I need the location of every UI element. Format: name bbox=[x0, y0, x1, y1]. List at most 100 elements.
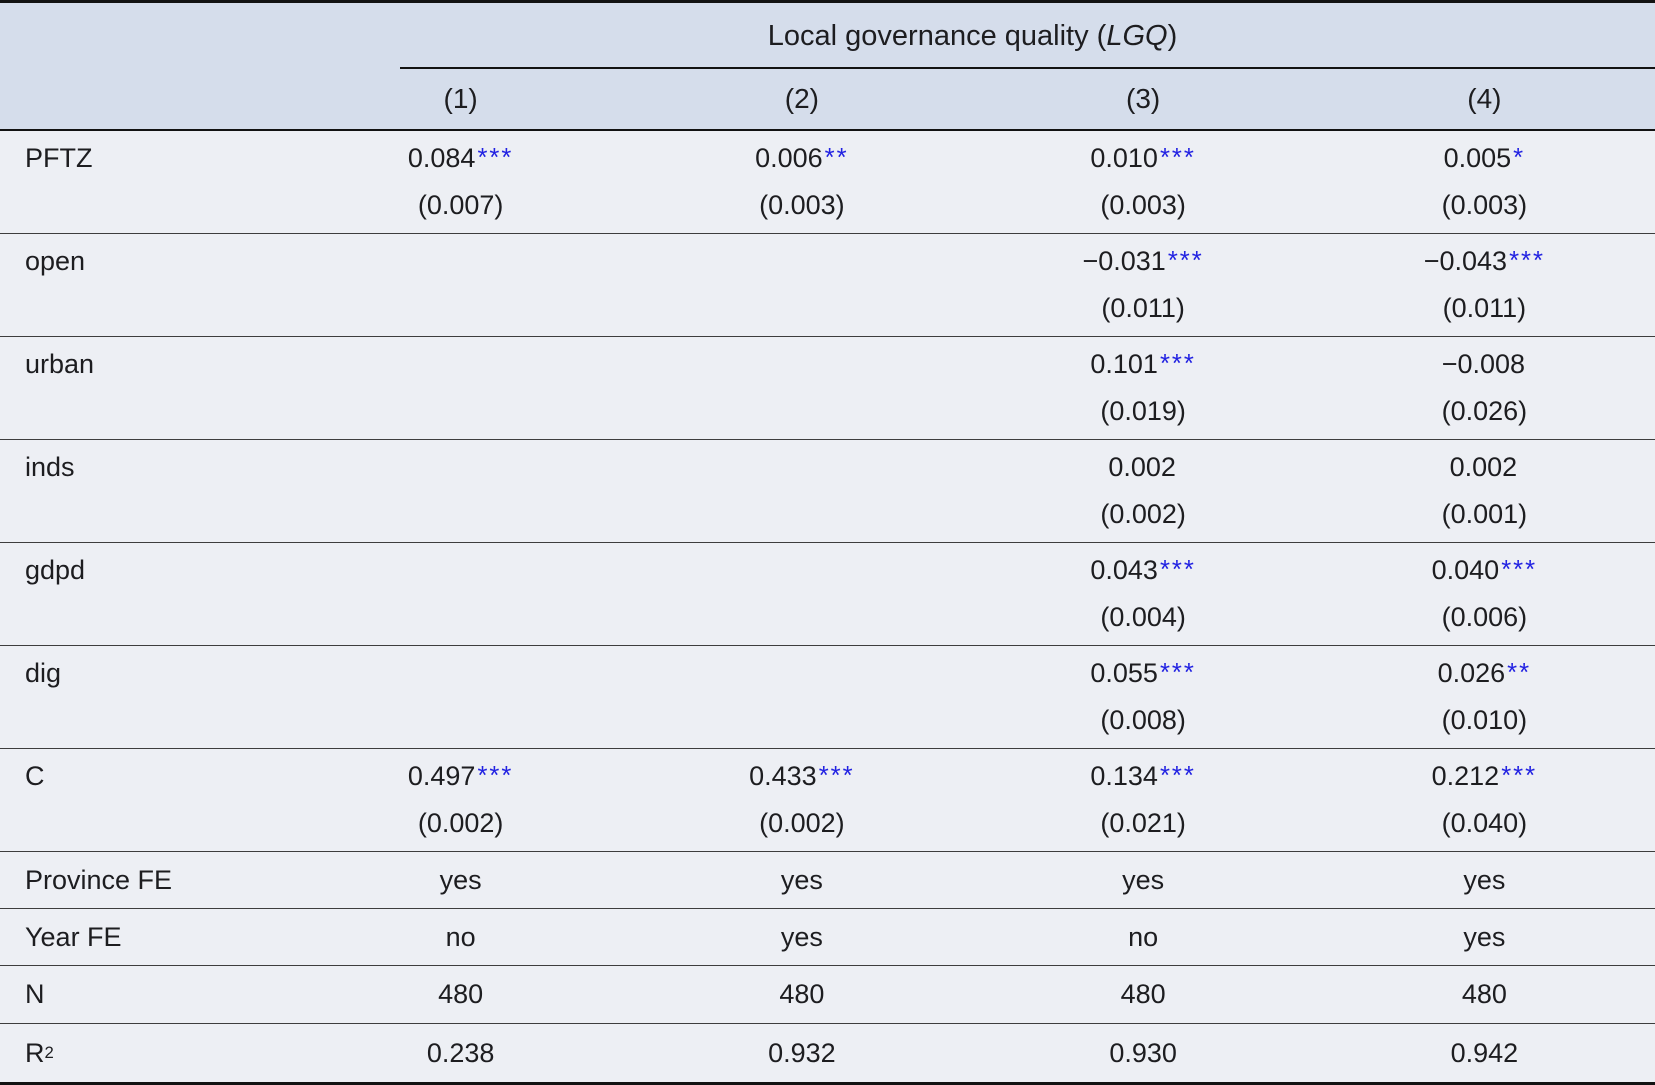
spanner-row: Local governance quality (LGQ) bbox=[0, 3, 1655, 69]
std-error bbox=[290, 494, 631, 540]
coef-cell: 0.433 *** (0.002) bbox=[631, 749, 972, 851]
coef-cell: 0.010 *** (0.003) bbox=[973, 131, 1314, 233]
std-error: (0.040) bbox=[1441, 808, 1528, 838]
spanner-title-italic: LGQ bbox=[1106, 19, 1168, 52]
coef-value: 0.055 bbox=[1090, 657, 1158, 688]
std-error bbox=[290, 700, 631, 746]
row-label: open bbox=[25, 245, 86, 276]
coef-value: 0.134 bbox=[1090, 760, 1158, 791]
significance-stars: *** bbox=[477, 761, 514, 790]
coef-value: 0.006 bbox=[755, 142, 823, 173]
coef-cell: 0.134 *** (0.021) bbox=[973, 749, 1314, 851]
coef-value: −0.031 bbox=[1082, 245, 1166, 276]
std-error bbox=[631, 391, 972, 437]
spanner-title: Local governance quality (LGQ) bbox=[290, 3, 1655, 69]
std-error bbox=[631, 494, 972, 540]
info-cell: yes bbox=[780, 864, 823, 895]
row-label-text: R bbox=[25, 1037, 45, 1068]
table-row-dig: dig 0.055 *** (0.008) 0.026 ** (0.010) bbox=[0, 646, 1655, 749]
significance-stars: *** bbox=[1159, 658, 1196, 687]
std-error: (0.003) bbox=[1100, 190, 1186, 220]
info-cell: 0.238 bbox=[426, 1037, 495, 1068]
std-error: (0.003) bbox=[759, 190, 845, 220]
row-label: dig bbox=[25, 657, 62, 688]
coef-value: 0.002 bbox=[1449, 451, 1518, 482]
significance-stars: *** bbox=[1159, 349, 1196, 378]
coef-cell: 0.002 (0.002) bbox=[973, 440, 1314, 542]
info-cell: 480 bbox=[1461, 979, 1507, 1009]
row-label: C bbox=[25, 760, 45, 791]
coef-value: 0.212 bbox=[1431, 760, 1500, 791]
significance-stars: *** bbox=[818, 761, 855, 790]
row-label-text: Province FE bbox=[25, 864, 173, 895]
info-cell: no bbox=[1128, 921, 1159, 952]
coef-cell: −0.008 (0.026) bbox=[1314, 337, 1655, 439]
coef-cell: 0.006 ** (0.003) bbox=[631, 131, 972, 233]
significance-stars: *** bbox=[1159, 761, 1196, 790]
coef-cell bbox=[290, 337, 631, 439]
row-label: PFTZ bbox=[25, 142, 93, 173]
coef-value: 0.026 bbox=[1437, 657, 1506, 688]
coef-value: 0.101 bbox=[1090, 348, 1158, 379]
info-cell: 480 bbox=[438, 979, 484, 1009]
row-label: Year FE bbox=[0, 909, 290, 965]
info-cell: no bbox=[445, 921, 476, 952]
significance-stars: *** bbox=[1167, 246, 1204, 275]
coef-value: 0.002 bbox=[1108, 451, 1176, 482]
info-cell: yes bbox=[780, 921, 823, 952]
coef-value: 0.043 bbox=[1090, 554, 1158, 585]
table-row-open: open −0.031 *** (0.011) −0.043 *** (0.011) bbox=[0, 234, 1655, 337]
coef-cell: −0.031 *** (0.011) bbox=[973, 234, 1314, 336]
coef-cell: 0.084 *** (0.007) bbox=[290, 131, 631, 233]
coef-cell: 0.002 (0.001) bbox=[1314, 440, 1655, 542]
coef-cell: 0.212 *** (0.040) bbox=[1314, 749, 1655, 851]
coef-cell bbox=[631, 646, 972, 748]
table-row-constant: C 0.497 *** (0.002) 0.433 *** (0.002) 0.13… bbox=[0, 749, 1655, 852]
significance-stars: *** bbox=[1501, 555, 1538, 584]
row-label: N bbox=[0, 966, 290, 1023]
coef-cell bbox=[290, 543, 631, 645]
info-cell: yes bbox=[1463, 921, 1506, 952]
coef-cell bbox=[290, 234, 631, 336]
significance-stars: *** bbox=[1159, 555, 1196, 584]
column-header-3: (3) bbox=[1126, 83, 1161, 114]
table-header: Local governance quality (LGQ) (1) (2) (… bbox=[0, 3, 1655, 131]
coef-value: 0.010 bbox=[1090, 142, 1158, 173]
coef-cell bbox=[290, 646, 631, 748]
coef-value: 0.005 bbox=[1443, 142, 1512, 173]
std-error: (0.010) bbox=[1441, 705, 1528, 735]
std-error bbox=[631, 288, 972, 334]
coef-cell: 0.055 *** (0.008) bbox=[973, 646, 1314, 748]
coef-cell: 0.005 * (0.003) bbox=[1314, 131, 1655, 233]
column-header-row: (1) (2) (3) (4) bbox=[0, 69, 1655, 129]
std-error: (0.002) bbox=[759, 808, 845, 838]
significance-stars: *** bbox=[1159, 143, 1196, 172]
row-label-text: N bbox=[25, 979, 45, 1009]
coef-value: 0.497 bbox=[407, 760, 476, 791]
std-error bbox=[290, 288, 631, 334]
info-cell: 480 bbox=[1120, 979, 1166, 1009]
coef-value: 0.084 bbox=[407, 142, 476, 173]
table-row-gdpd: gdpd 0.043 *** (0.004) 0.040 *** (0.006) bbox=[0, 543, 1655, 646]
info-cell: 0.932 bbox=[768, 1037, 836, 1068]
column-header-4: (4) bbox=[1467, 83, 1502, 114]
significance-stars: * bbox=[1513, 143, 1526, 172]
significance-stars: ** bbox=[824, 143, 849, 172]
std-error: (0.002) bbox=[417, 808, 504, 838]
std-error: (0.001) bbox=[1441, 499, 1528, 529]
std-error: (0.007) bbox=[417, 190, 504, 220]
column-header-2: (2) bbox=[784, 83, 819, 114]
std-error bbox=[631, 597, 972, 643]
coef-cell: −0.043 *** (0.011) bbox=[1314, 234, 1655, 336]
std-error: (0.002) bbox=[1100, 499, 1186, 529]
coef-value: −0.008 bbox=[1441, 348, 1526, 379]
coef-cell: 0.026 ** (0.010) bbox=[1314, 646, 1655, 748]
coef-value: 0.433 bbox=[749, 760, 817, 791]
coef-value: 0.040 bbox=[1431, 554, 1500, 585]
column-header-empty bbox=[0, 69, 290, 129]
column-header-1: (1) bbox=[443, 83, 478, 114]
info-cell: yes bbox=[439, 864, 482, 895]
